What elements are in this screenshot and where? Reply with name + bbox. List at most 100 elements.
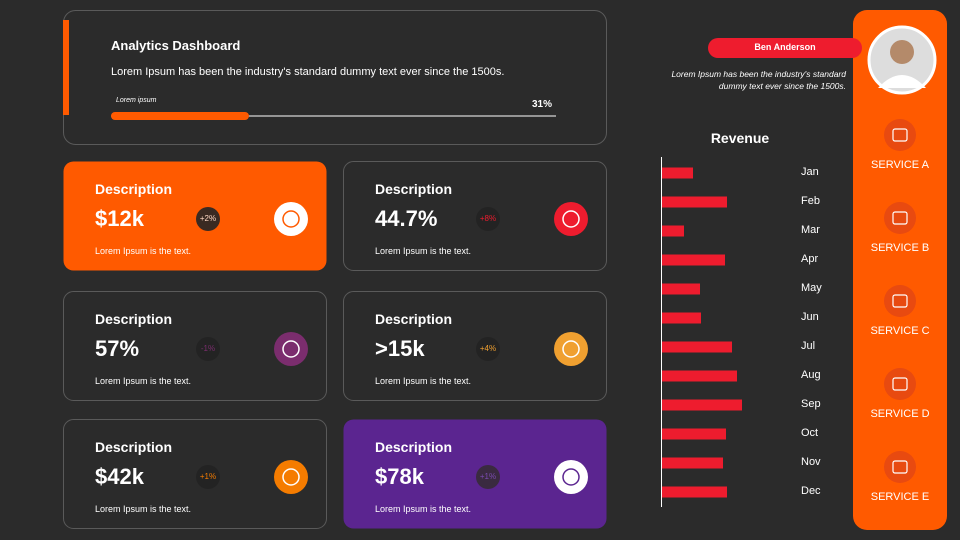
change-badge (476, 207, 500, 231)
month-label: Jan (801, 166, 819, 178)
service-glyph (892, 128, 908, 142)
kpi-card (63, 419, 327, 529)
month-label: Jun (801, 311, 819, 323)
kpi-icon-glyph (282, 210, 300, 228)
card-change: +1% (199, 472, 217, 481)
service-glyph (892, 211, 908, 225)
month-label: Aug (801, 369, 821, 381)
kpi-icon-glyph (282, 340, 300, 358)
card-value: 44.7% (375, 206, 438, 231)
card-value: $78k (375, 464, 424, 489)
month-label: Oct (801, 427, 819, 439)
service-glyph (892, 460, 908, 474)
month-label: May (801, 282, 822, 294)
change-badge (476, 465, 500, 489)
card-title: Description (375, 181, 453, 197)
service-icon (884, 451, 916, 483)
service-icon (884, 285, 916, 317)
card-change: +1% (479, 472, 497, 481)
profile-name: Ben Anderson (754, 42, 816, 52)
change-badge (476, 337, 500, 361)
card-value: $12k (95, 206, 144, 231)
service-label: SERVICE C (870, 325, 930, 337)
service-icon (884, 202, 916, 234)
kpi-card (63, 161, 327, 271)
bar (662, 312, 701, 324)
service-label: SERVICE A (871, 159, 929, 171)
card-value: >15k (375, 336, 425, 361)
kpi-icon (554, 332, 588, 366)
bar (662, 486, 727, 498)
bar (662, 225, 684, 237)
month-label: Feb (801, 195, 820, 207)
kpi-icon (274, 202, 308, 236)
name-pill (708, 38, 862, 58)
service-glyph (892, 294, 908, 308)
card-change: +8% (479, 214, 497, 223)
card-text: Lorem Ipsum is the text. (375, 376, 472, 386)
bar (662, 370, 737, 382)
card-text: Lorem Ipsum is the text. (95, 504, 192, 514)
kpi-icon-glyph (562, 468, 580, 486)
bar (662, 283, 700, 295)
avatar-body (878, 75, 926, 88)
card-change: +2% (199, 214, 217, 223)
progress-fill (111, 112, 249, 120)
chart-title: Revenue (710, 130, 770, 146)
month-label: Nov (801, 456, 821, 468)
bar (662, 167, 693, 179)
kpi-card (343, 419, 607, 529)
month-label: Sep (801, 398, 821, 410)
profile-text: Lorem Ipsum has been the industry's stan… (671, 69, 846, 91)
month-label: Jul (801, 340, 816, 352)
card-title: Description (95, 311, 173, 327)
change-badge (196, 465, 220, 489)
bar (662, 254, 725, 266)
kpi-card (63, 291, 327, 401)
bar (662, 196, 727, 208)
kpi-icon (274, 332, 308, 366)
card-title: Description (95, 181, 173, 197)
kpi-icon (274, 460, 308, 494)
card-text: Lorem Ipsum is the text. (95, 376, 192, 386)
card-value: $42k (95, 464, 144, 489)
month-label: Dec (801, 485, 821, 497)
progress-caption: Lorem ipsum (116, 97, 157, 104)
kpi-icon-glyph (282, 468, 300, 486)
card-text: Lorem Ipsum is the text. (95, 246, 192, 256)
kpi-icon-glyph (562, 210, 580, 228)
card-text: Lorem Ipsum is the text. (375, 246, 472, 256)
service-icon (884, 119, 916, 151)
kpi-icon (554, 460, 588, 494)
header-accent (63, 20, 69, 115)
progress-label: 31% (531, 99, 552, 110)
avatar-head (890, 40, 914, 64)
kpi-icon-glyph (562, 340, 580, 358)
month-label: Mar (801, 224, 820, 236)
month-label: Apr (801, 253, 819, 265)
kpi-card (343, 161, 607, 271)
sidebar (853, 10, 947, 530)
bar (662, 341, 732, 353)
change-badge (196, 207, 220, 231)
card-title: Description (375, 311, 453, 327)
card-value: 57% (95, 336, 140, 361)
bar (662, 399, 742, 411)
card-change: +4% (479, 344, 497, 353)
header-title: Analytics Dashboard (111, 38, 241, 53)
kpi-card (343, 291, 607, 401)
service-glyph (892, 377, 908, 391)
card-change: -1% (200, 344, 216, 353)
card-text: Lorem Ipsum is the text. (375, 504, 472, 514)
change-badge (196, 337, 220, 361)
bar (662, 428, 726, 440)
service-icon (884, 368, 916, 400)
header-text: Lorem Ipsum has been the industry's stan… (111, 66, 505, 78)
service-label: SERVICE D (870, 408, 930, 420)
card-title: Description (95, 439, 173, 455)
service-label: SERVICE B (870, 242, 930, 254)
kpi-icon (554, 202, 588, 236)
service-label: SERVICE E (870, 491, 930, 503)
